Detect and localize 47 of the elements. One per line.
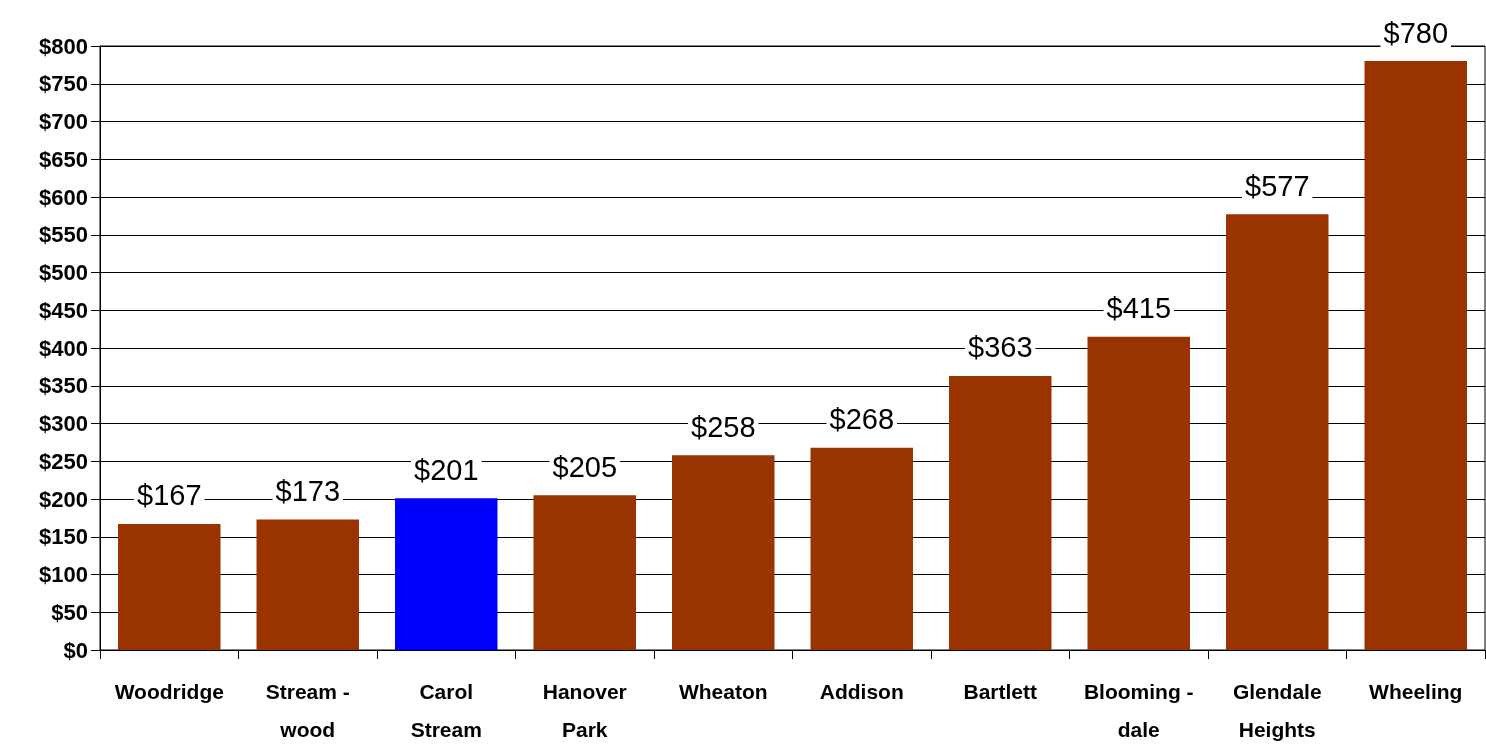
y-tick-label: $600 — [39, 184, 88, 210]
y-tick-label: $500 — [39, 260, 88, 285]
y-tick-label: $200 — [39, 486, 88, 512]
bar — [118, 523, 221, 650]
data-label: $258 — [690, 410, 756, 443]
y-tick-label: $550 — [39, 222, 88, 248]
x-tick-label: Addison — [819, 679, 904, 703]
data-label: $173 — [275, 474, 341, 507]
bar — [533, 495, 636, 650]
y-tick-label: $800 — [39, 33, 88, 59]
x-tick-label: Blooming - dale — [1083, 679, 1194, 741]
x-tick-label: Hanover Park — [542, 679, 627, 741]
bar — [1364, 61, 1467, 650]
bar — [672, 455, 775, 650]
y-tick-label: $450 — [39, 297, 88, 323]
x-tick-label: Carol Stream — [410, 679, 482, 741]
bar — [395, 498, 498, 650]
bar — [256, 519, 359, 650]
bar — [810, 447, 913, 650]
data-label: $577 — [1244, 169, 1310, 202]
y-tick-label: $250 — [39, 448, 88, 474]
data-label: $268 — [829, 403, 895, 436]
bar — [949, 375, 1052, 650]
y-tick-label: $150 — [39, 524, 88, 550]
y-tick-label: $650 — [39, 146, 88, 172]
y-tick-label: $0 — [63, 637, 88, 663]
y-tick-label: $700 — [39, 109, 88, 134]
bar — [1226, 214, 1329, 650]
x-tick-label: Wheaton — [678, 679, 768, 703]
y-tick-label: $50 — [51, 599, 88, 625]
y-tick-label: $400 — [39, 335, 88, 361]
data-label: $415 — [1106, 292, 1172, 325]
y-tick-label: $750 — [39, 71, 88, 97]
y-tick-label: $350 — [39, 373, 88, 399]
data-label: $363 — [967, 331, 1033, 364]
x-tick-label: Wheeling — [1369, 679, 1463, 703]
y-tick-label: $300 — [39, 411, 88, 436]
y-tick-label: $100 — [39, 562, 88, 587]
x-tick-label: Woodridge — [114, 679, 224, 703]
x-tick-label: Stream - wood — [265, 679, 350, 741]
x-tick-label: Glendale Heights — [1232, 679, 1322, 741]
data-label: $201 — [413, 453, 479, 486]
data-label: $167 — [136, 479, 202, 512]
x-tick-label: Bartlett — [963, 679, 1038, 703]
bar — [1087, 336, 1190, 650]
data-label: $205 — [552, 450, 618, 483]
data-label: $780 — [1383, 16, 1449, 49]
